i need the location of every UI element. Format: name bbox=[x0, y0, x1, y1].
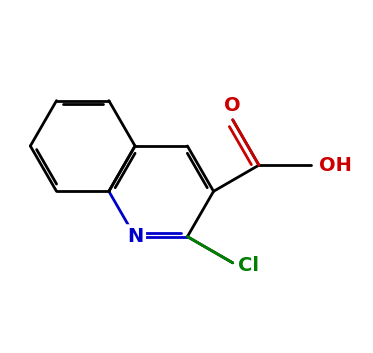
Text: N: N bbox=[127, 227, 143, 246]
Text: Cl: Cl bbox=[238, 256, 259, 275]
Text: O: O bbox=[225, 96, 241, 115]
Text: OH: OH bbox=[319, 156, 352, 175]
